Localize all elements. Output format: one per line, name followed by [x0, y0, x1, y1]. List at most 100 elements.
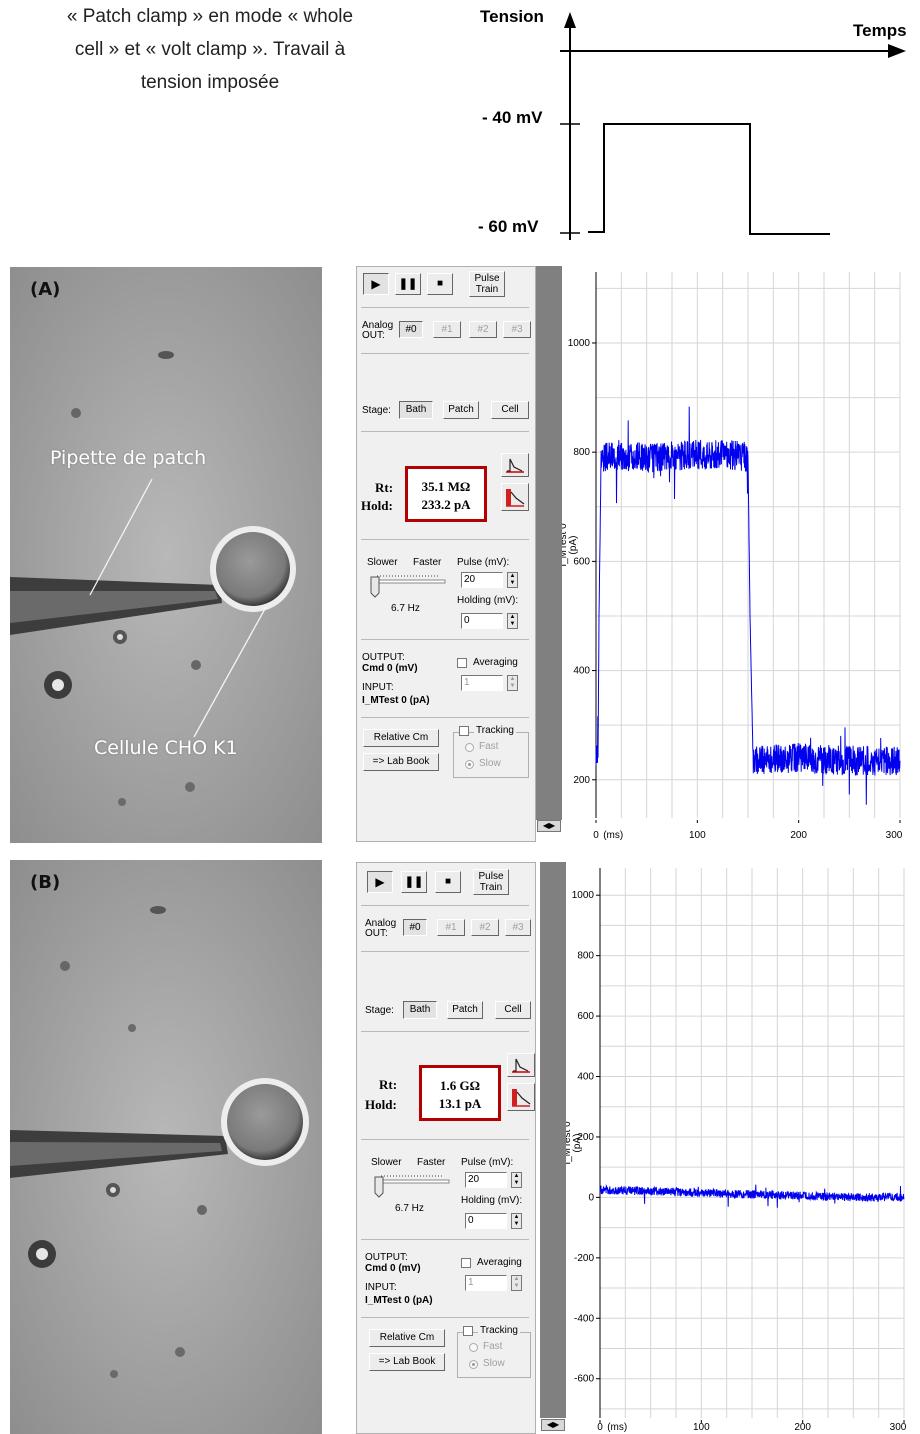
x-axis-unit: (ms) [603, 830, 623, 841]
stop-button[interactable]: ■ [427, 273, 453, 295]
pipette-label: Pipette de patch [50, 447, 207, 469]
cell-label: Cellule CHO K1 [94, 737, 238, 759]
y-axis-unit: (pA) [568, 536, 579, 555]
x-tick-label: 0 [597, 1422, 603, 1433]
stage-label: Stage: [365, 1005, 394, 1016]
rate-slider[interactable] [369, 571, 447, 601]
stage-cell-button[interactable]: Cell [491, 401, 529, 419]
rt-value: 35.1 MΩ [421, 479, 471, 494]
membrane-test-icon-button-2[interactable] [501, 483, 529, 511]
analog-out-2-button[interactable]: #2 [471, 919, 499, 936]
input-value: I_MTest 0 (pA) [362, 695, 430, 706]
scroll-arrows-a[interactable]: ◀▶ [537, 820, 561, 832]
pulse-input[interactable]: 20 [461, 572, 503, 588]
pulse-spinner[interactable]: ▲ ▼ [511, 1172, 522, 1188]
stage-bath-button[interactable]: Bath [399, 401, 433, 419]
relative-cm-button[interactable]: Relative Cm [363, 729, 439, 747]
analog-out-label-line2: OUT: [365, 928, 388, 939]
analog-out-2-button[interactable]: #2 [469, 321, 497, 338]
stage-patch-button[interactable]: Patch [447, 1001, 483, 1019]
current-trace-line [595, 406, 901, 805]
y-tick-label: 1000 [568, 338, 591, 349]
analog-out-1-button[interactable]: #1 [433, 321, 461, 338]
analog-out-0-button[interactable]: #0 [399, 321, 423, 338]
y-axis-label: Tension [480, 7, 544, 26]
pause-button[interactable]: ❚❚ [395, 273, 421, 295]
averaging-checkbox[interactable] [457, 658, 467, 668]
y-tick-label: 800 [573, 447, 590, 458]
intro-line: « Patch clamp » en mode « whole [66, 6, 354, 27]
averaging-input[interactable]: 1 [461, 675, 503, 691]
slow-label: Slow [483, 1358, 505, 1369]
hold-label: Hold: [365, 1097, 397, 1112]
y-tick-label: -600 [574, 1374, 594, 1385]
stage-bath-button[interactable]: Bath [403, 1001, 437, 1019]
pulse-graph-red-icon [512, 1089, 531, 1107]
output-label: OUTPUT: [362, 652, 405, 663]
x-tick-label: 200 [794, 1422, 811, 1433]
pause-button[interactable]: ❚❚ [401, 871, 427, 893]
output-label: OUTPUT: [365, 1252, 408, 1263]
y-tick-label: 200 [577, 1132, 594, 1143]
slow-radio[interactable] [465, 760, 474, 769]
x-axis-unit: (ms) [607, 1422, 627, 1433]
fast-radio[interactable] [465, 743, 474, 752]
rate-slider[interactable] [373, 1171, 451, 1201]
y-tick-label: -200 [574, 1253, 594, 1264]
input-value: I_MTest 0 (pA) [365, 1295, 433, 1306]
holding-spinner[interactable]: ▲ ▼ [507, 613, 518, 629]
pulse-spinner[interactable]: ▲ ▼ [507, 572, 518, 588]
pulse-train-button[interactable]: Pulse Train [469, 271, 505, 297]
holding-input[interactable]: 0 [465, 1213, 507, 1229]
holding-label: Holding (mV): [457, 595, 519, 606]
y-tick-label: 0 [588, 1192, 594, 1203]
current-trace-line [599, 1184, 905, 1208]
lab-book-button[interactable]: => Lab Book [369, 1353, 445, 1371]
y-tick-label: 200 [573, 775, 590, 786]
splitter-bar-b[interactable] [540, 862, 566, 1418]
holding-spinner[interactable]: ▲ ▼ [511, 1213, 522, 1229]
pulse-graph-red-icon [506, 489, 525, 507]
level-low-label: - 60 mV [478, 217, 539, 236]
slow-radio[interactable] [469, 1360, 478, 1369]
splitter-bar-a[interactable] [536, 266, 562, 820]
input-label: INPUT: [365, 1282, 397, 1293]
y-tick-label: 400 [577, 1072, 594, 1083]
play-button[interactable]: ▶ [363, 273, 389, 295]
fast-label: Fast [483, 1341, 503, 1352]
averaging-spinner[interactable]: ▲ ▼ [507, 675, 518, 691]
holding-input[interactable]: 0 [461, 613, 503, 629]
y-axis-title: I_MTest 0 [562, 523, 569, 567]
membrane-test-icon-button[interactable] [501, 453, 529, 477]
stop-button[interactable]: ■ [435, 871, 461, 893]
relative-cm-button[interactable]: Relative Cm [369, 1329, 445, 1347]
y-tick-label: 1000 [572, 890, 595, 901]
averaging-label: Averaging [477, 1257, 522, 1268]
scroll-arrows-b[interactable]: ◀▶ [541, 1419, 565, 1431]
stage-cell-button[interactable]: Cell [495, 1001, 531, 1019]
slower-label: Slower [367, 557, 398, 568]
analog-out-1-button[interactable]: #1 [437, 919, 465, 936]
averaging-input[interactable]: 1 [465, 1275, 507, 1291]
averaging-spinner[interactable]: ▲ ▼ [511, 1275, 522, 1291]
tracking-label: Tracking [474, 725, 516, 736]
stage-patch-button[interactable]: Patch [443, 401, 479, 419]
pulse-train-line2: Train [479, 882, 503, 893]
intro-text: « Patch clamp » en mode « whole cell » e… [0, 0, 420, 99]
analog-out-0-button[interactable]: #0 [403, 919, 427, 936]
lab-book-button[interactable]: => Lab Book [363, 753, 439, 771]
pulse-train-button[interactable]: Pulse Train [473, 869, 509, 895]
current-trace-chart-a: 200 400 600 800 1000 0 100 200 300 (ms) I_MTest 0(… [562, 266, 904, 842]
x-tick-label: 300 [886, 830, 903, 841]
averaging-checkbox[interactable] [461, 1258, 471, 1268]
analog-out-3-button[interactable]: #3 [503, 321, 531, 338]
fast-label: Fast [479, 741, 499, 752]
tracking-checkbox[interactable] [459, 726, 469, 736]
fast-radio[interactable] [469, 1343, 478, 1352]
tracking-checkbox[interactable] [463, 1326, 473, 1336]
membrane-test-icon-button-2[interactable] [507, 1083, 535, 1111]
play-button[interactable]: ▶ [367, 871, 393, 893]
membrane-test-icon-button[interactable] [507, 1053, 535, 1077]
pulse-input[interactable]: 20 [465, 1172, 507, 1188]
analog-out-3-button[interactable]: #3 [505, 919, 531, 936]
